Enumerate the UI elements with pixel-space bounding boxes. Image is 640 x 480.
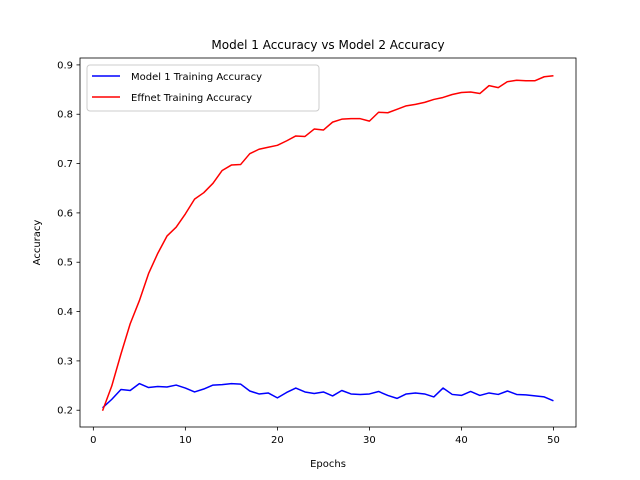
x-tick-label: 10 — [179, 435, 192, 446]
chart-title: Model 1 Accuracy vs Model 2 Accuracy — [211, 38, 444, 52]
axes-frame — [79, 57, 577, 428]
y-tick-label: 0.3 — [57, 356, 73, 367]
y-tick-label: 0.6 — [57, 208, 73, 219]
series-line-model1 — [102, 382, 554, 409]
y-tick-label: 0.4 — [57, 307, 73, 318]
y-axis-ticks: 0.2 0.3 0.4 0.5 0.6 0.7 0.8 0.9 — [57, 60, 80, 417]
x-tick-label: 0 — [90, 435, 96, 446]
y-tick-label: 0.8 — [57, 110, 73, 121]
legend: Model 1 Training Accuracy Effnet Trainin… — [86, 64, 320, 112]
x-axis-ticks: 0 10 20 30 40 50 — [90, 427, 560, 446]
legend-box — [86, 64, 320, 112]
legend-label-effnet: Effnet Training Accuracy — [131, 93, 252, 104]
legend-label-model1: Model 1 Training Accuracy — [131, 72, 262, 83]
x-tick-label: 30 — [363, 435, 376, 446]
y-tick-label: 0.9 — [57, 60, 73, 71]
plot-area — [101, 75, 554, 411]
x-axis-label: Epochs — [310, 459, 346, 470]
y-axis-label: Accuracy — [32, 220, 43, 266]
y-tick-label: 0.2 — [57, 406, 73, 417]
y-tick-label: 0.7 — [57, 159, 73, 170]
x-tick-label: 40 — [455, 435, 468, 446]
y-tick-label: 0.5 — [57, 258, 73, 269]
x-tick-label: 50 — [547, 435, 560, 446]
x-tick-label: 20 — [271, 435, 284, 446]
series-line-effnet — [101, 75, 554, 411]
